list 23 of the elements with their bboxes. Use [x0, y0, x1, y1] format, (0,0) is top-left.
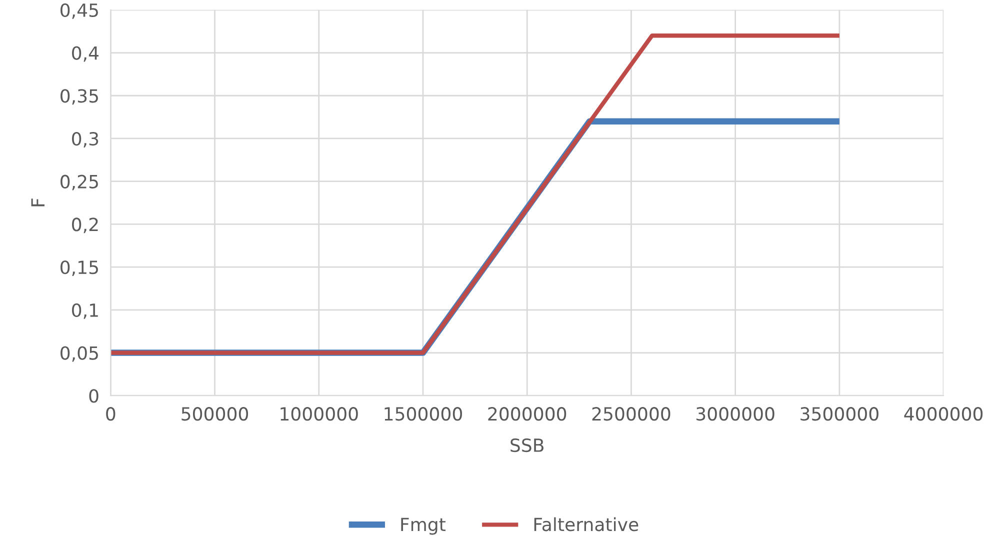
y-tick-label: 0,1 — [72, 303, 98, 319]
y-tick-label: 0 — [89, 389, 98, 403]
y-tick-label: 0,15 — [60, 260, 98, 276]
legend-label: Fmgt — [401, 518, 446, 535]
x-tick-label: 3000000 — [696, 407, 774, 421]
y-tick-label: 0,25 — [60, 174, 98, 190]
y-tick-label: 0,45 — [60, 3, 98, 19]
x-tick-label: 2000000 — [488, 407, 566, 421]
x-tick-label: 2500000 — [592, 407, 670, 421]
x-tick-label: 1000000 — [280, 407, 358, 421]
x-tick-label: 4000000 — [904, 407, 983, 421]
y-tick-label: 0,05 — [60, 346, 98, 362]
x-axis-title: SSB — [510, 438, 544, 452]
y-tick-label: 0,4 — [72, 46, 99, 62]
x-tick-label: 3500000 — [800, 407, 878, 421]
y-tick-label: 0,3 — [72, 132, 98, 148]
legend-label: Falternative — [534, 517, 638, 532]
y-axis-title: F — [31, 198, 44, 206]
x-tick-label: 0 — [106, 407, 116, 421]
x-tick-label: 500000 — [182, 407, 248, 421]
x-tick-label: 1500000 — [384, 407, 462, 421]
y-tick-label: 0,35 — [60, 89, 98, 105]
y-tick-label: 0,2 — [72, 218, 98, 234]
